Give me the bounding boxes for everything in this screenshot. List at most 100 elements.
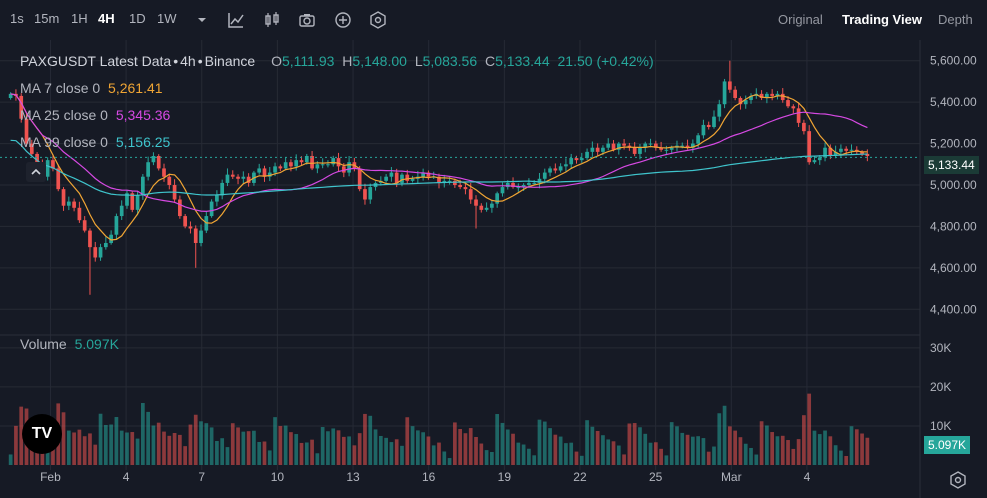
- candle-body: [807, 131, 812, 163]
- candle-body: [685, 145, 690, 148]
- candle-body: [82, 220, 87, 231]
- chart-canvas[interactable]: 4,400.00 4,600.00 4,800.00 5,000.00 5,200.00…: [0, 40, 987, 498]
- view-trading-view[interactable]: Trading View: [842, 12, 922, 27]
- volume-bar: [88, 433, 92, 465]
- low-value: 5,083.56: [422, 53, 478, 69]
- candle-body: [29, 143, 34, 154]
- chevron-down-icon[interactable]: [192, 10, 212, 30]
- tradingview-logo[interactable]: TV: [22, 414, 62, 454]
- time-tick-label: 13: [346, 470, 360, 484]
- interval-1s[interactable]: 1s: [10, 11, 24, 26]
- plus-circle-icon[interactable]: [333, 10, 353, 30]
- view-original[interactable]: Original: [778, 12, 823, 27]
- volume-label: Volume: [20, 336, 67, 352]
- candle-body: [505, 182, 510, 188]
- volume-bar: [109, 424, 113, 465]
- last-volume-badge: 5.097K: [924, 436, 971, 454]
- candle-body: [860, 151, 864, 154]
- volume-bar: [146, 411, 150, 465]
- volume-bar: [653, 442, 658, 465]
- volume-bar: [759, 421, 764, 465]
- volume-bar: [574, 451, 579, 465]
- candle-body: [426, 172, 431, 177]
- candle-body: [490, 203, 494, 208]
- candle-body: [664, 149, 669, 151]
- candle-body: [527, 182, 531, 185]
- time-tick-label: 25: [649, 470, 663, 484]
- indicator-chart-icon[interactable]: [226, 10, 246, 30]
- volume-bar: [384, 437, 388, 465]
- volume-bar: [331, 428, 336, 465]
- candle-body: [479, 205, 484, 210]
- volume-bar: [225, 447, 230, 465]
- volume-bar: [389, 442, 394, 465]
- volume-bar: [8, 454, 13, 465]
- interval-1h[interactable]: 1H: [71, 11, 88, 26]
- candle-body: [601, 147, 605, 152]
- volume-bar: [468, 428, 473, 465]
- interval-4h[interactable]: 4H: [98, 11, 115, 26]
- interval-1w[interactable]: 1W: [157, 11, 177, 26]
- candle-body: [738, 98, 743, 105]
- interval-label: 4h: [180, 53, 196, 69]
- candle-body: [326, 164, 330, 166]
- volume-bar: [807, 393, 812, 465]
- candle-body: [410, 178, 415, 181]
- candle-body: [421, 172, 425, 177]
- volume-bar: [521, 444, 526, 465]
- volume-bar: [114, 417, 119, 465]
- candle-body: [775, 93, 780, 96]
- volume-bar: [860, 433, 864, 465]
- candle-body: [8, 93, 13, 98]
- exchange-label: Binance: [204, 53, 256, 69]
- high-value: 5,148.00: [352, 53, 407, 69]
- volume-bar: [199, 421, 203, 465]
- interval-1d[interactable]: 1D: [129, 11, 146, 26]
- collapse-legend-icon[interactable]: [26, 162, 46, 182]
- interval-15m[interactable]: 15m: [34, 11, 60, 26]
- candle-body: [310, 156, 314, 169]
- volume-bar: [484, 450, 489, 465]
- candle-body: [125, 193, 129, 206]
- volume-bar: [458, 429, 463, 465]
- candle-body: [278, 166, 283, 169]
- volume-bar: [812, 430, 817, 465]
- volume-bar: [453, 422, 457, 465]
- candles-icon[interactable]: [262, 10, 282, 30]
- volume-bar: [310, 439, 314, 465]
- volume-bar: [765, 425, 769, 465]
- settings-icon[interactable]: [948, 470, 968, 490]
- candle-body: [151, 156, 156, 163]
- volume-bar: [193, 414, 198, 465]
- axes: 4,400.00 4,600.00 4,800.00 5,000.00 5,200.00…: [40, 54, 977, 484]
- volume-bar: [278, 426, 283, 465]
- candle-body: [653, 143, 658, 148]
- candle-body: [817, 157, 822, 161]
- volume-bar: [447, 458, 452, 465]
- volume-bar: [304, 442, 309, 465]
- view-depth[interactable]: Depth: [938, 12, 973, 27]
- change-value: 21.50 (+0.42%): [557, 53, 654, 69]
- volume-bar: [643, 433, 648, 465]
- price-tick-label: 4,800.00: [930, 219, 977, 233]
- gear-hex-icon[interactable]: [368, 10, 388, 30]
- volume-bar: [585, 420, 589, 465]
- candle-body: [35, 153, 39, 165]
- price-tick-label: 5,200.00: [930, 137, 977, 151]
- volume-bar: [289, 432, 293, 465]
- volume-tick-label: 10K: [930, 419, 951, 433]
- volume-bar: [622, 454, 626, 465]
- candle-body: [45, 160, 50, 177]
- volume-bar: [119, 430, 124, 465]
- volume-bar: [410, 426, 415, 465]
- candle-body: [156, 156, 161, 169]
- high-label: H: [342, 53, 353, 69]
- ma25-label: MA 25 close 0: [20, 107, 108, 123]
- candle-body: [516, 187, 521, 189]
- volume-bar: [844, 456, 849, 465]
- volume-bar: [51, 448, 55, 465]
- separator: •: [197, 53, 203, 69]
- time-tick-label: 19: [498, 470, 512, 484]
- volume-bar: [162, 431, 166, 465]
- camera-icon[interactable]: [297, 10, 317, 30]
